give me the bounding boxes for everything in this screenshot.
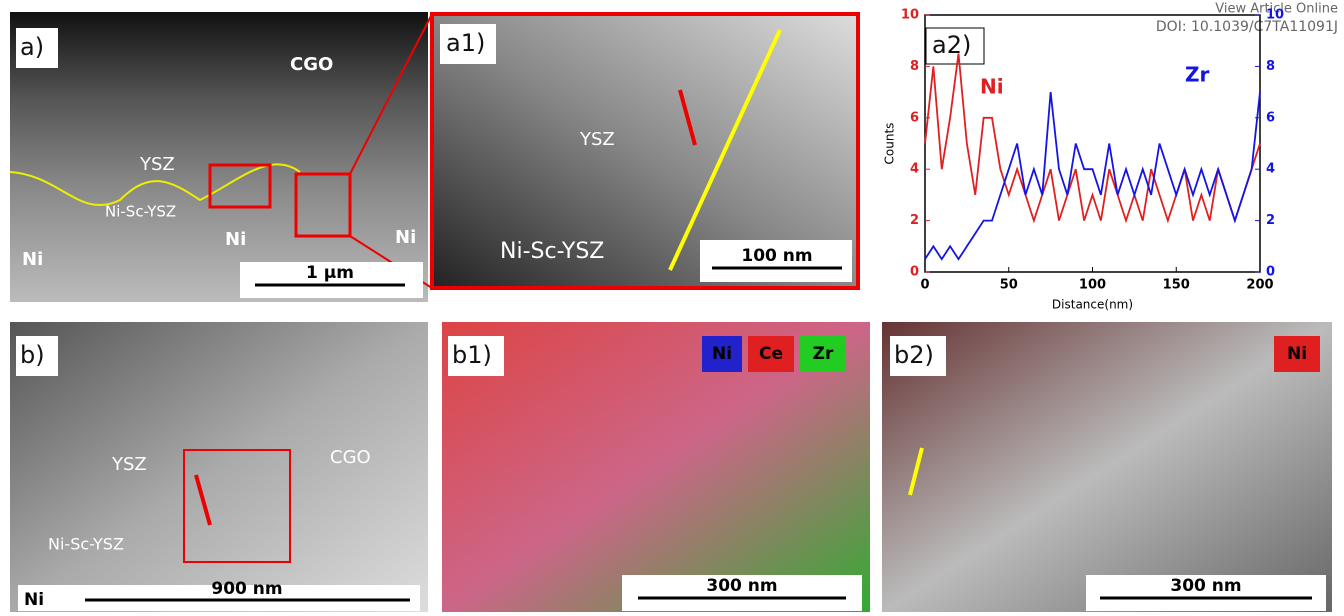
y2-tick-label: 6 <box>1266 110 1275 125</box>
y-axis-label: Counts <box>883 123 897 165</box>
annotation: CGO <box>290 54 333 75</box>
series-label: Zr <box>1185 63 1210 87</box>
annotation: Ni <box>22 249 43 270</box>
y2-tick-label: 10 <box>1266 8 1284 23</box>
figure: a) CGO YSZ Ni-Sc-YSZ Ni Ni Ni 1 µm a1) Y… <box>0 0 1344 616</box>
legend-label: Ni <box>1287 344 1307 364</box>
y-tick-label: 2 <box>910 213 919 228</box>
watermark: DOI: 10.1039/C7TA11091J <box>1156 19 1338 35</box>
y-tick-label: 8 <box>910 59 919 74</box>
annotation: YSZ <box>139 154 175 175</box>
x-tick-label: 150 <box>1163 278 1190 293</box>
y-tick-label: 10 <box>901 8 919 23</box>
x-tick-label: 200 <box>1246 278 1273 293</box>
panel-label: a2) <box>932 31 971 59</box>
annotation: Ni-Sc-YSZ <box>500 239 604 264</box>
y2-tick-label: 2 <box>1266 213 1275 228</box>
legend-label: Zr <box>813 344 834 364</box>
annotation: Ni <box>395 227 416 248</box>
annotation: CGO <box>330 447 371 468</box>
panel-label: b) <box>20 341 45 369</box>
x-tick-label: 0 <box>920 278 929 293</box>
x-axis-label: Distance(nm) <box>1052 298 1133 312</box>
y2-tick-label: 8 <box>1266 59 1275 74</box>
data-line <box>925 92 1260 259</box>
annotation: Ni <box>24 590 44 610</box>
annotation: YSZ <box>111 454 147 475</box>
panel-label: a1) <box>446 29 485 57</box>
scale-label: 300 nm <box>706 576 777 596</box>
y2-tick-label: 4 <box>1266 162 1275 177</box>
y-tick-label: 4 <box>910 162 919 177</box>
y2-tick-label: 0 <box>1266 265 1275 280</box>
scale-label: 1 µm <box>306 263 354 283</box>
panel-label: b1) <box>452 341 492 369</box>
y-tick-label: 6 <box>910 110 919 125</box>
y-tick-label: 0 <box>910 265 919 280</box>
annotation: Ni <box>225 229 246 250</box>
annotation: Ni-Sc-YSZ <box>48 535 124 554</box>
eds-map <box>882 322 1332 612</box>
legend-label: Ce <box>759 344 783 364</box>
series-label: Ni <box>980 75 1004 99</box>
annotation: YSZ <box>579 129 615 150</box>
scale-label: 100 nm <box>741 246 812 266</box>
x-tick-label: 50 <box>1000 278 1018 293</box>
panel-label: a) <box>20 33 44 61</box>
legend-label: Ni <box>712 344 732 364</box>
scale-label: 300 nm <box>1170 576 1241 596</box>
panel-label: b2) <box>894 341 934 369</box>
scale-label: 900 nm <box>211 579 282 599</box>
x-tick-label: 100 <box>1079 278 1106 293</box>
annotation: Ni-Sc-YSZ <box>105 203 176 221</box>
micrograph <box>10 12 428 302</box>
